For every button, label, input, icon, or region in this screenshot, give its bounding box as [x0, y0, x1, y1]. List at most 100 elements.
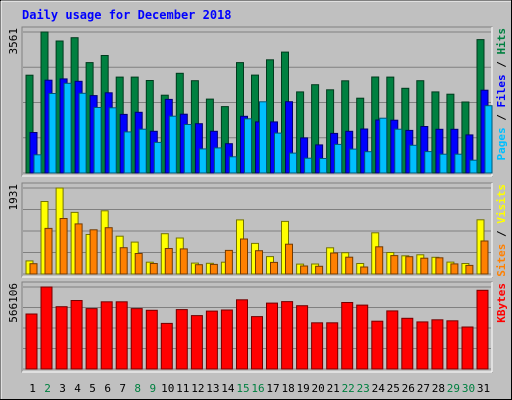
- bar-sites-day-30: [465, 264, 474, 275]
- bar-sites-day-23: [360, 266, 369, 275]
- legend-item-visits: Visits: [495, 184, 508, 224]
- bar-sites-day-19: [300, 265, 309, 275]
- bar-pages-day-26: [409, 144, 418, 174]
- legend-item-pages: Pages: [495, 127, 508, 160]
- day-label: 17: [266, 382, 279, 395]
- bar-sites-day-18: [285, 243, 293, 275]
- legend-item-sites: Sites: [495, 244, 508, 277]
- bar-sites-day-8: [134, 253, 143, 275]
- bar-kbytes-day-30: [461, 326, 474, 370]
- bar-sites-day-26: [405, 256, 414, 275]
- day-label: 2: [44, 382, 51, 395]
- bar-pages-day-15: [244, 118, 252, 174]
- bar-pages-day-30: [469, 159, 478, 174]
- bar-pages-day-7: [123, 131, 132, 174]
- bar-sites-day-11: [179, 248, 188, 275]
- legend-separator: /: [495, 224, 508, 244]
- day-label: 6: [104, 382, 111, 395]
- bar-sites-day-20: [315, 265, 324, 275]
- series-sites: [29, 218, 489, 275]
- bar-pages-day-17: [274, 132, 282, 174]
- bar-kbytes-day-19: [296, 305, 309, 370]
- bar-kbytes-day-11: [175, 309, 188, 370]
- bar-kbytes-day-27: [416, 321, 429, 370]
- day-label: 22: [342, 382, 355, 395]
- bar-kbytes-day-12: [190, 315, 203, 370]
- panel-hits: 3561 Pages / Files / Hits: [7, 26, 508, 177]
- legend-separator: /: [495, 108, 508, 128]
- bar-sites-day-24: [375, 246, 384, 275]
- bar-kbytes-day-5: [85, 308, 98, 370]
- day-label: 25: [387, 382, 400, 395]
- bar-kbytes-day-1: [25, 313, 38, 370]
- day-label: 21: [327, 382, 340, 395]
- right-legend: Pages / Files / Hits: [495, 28, 508, 161]
- right-legend: Sites / Visits: [495, 184, 508, 277]
- bar-sites-day-6: [104, 227, 113, 275]
- bar-kbytes-day-25: [386, 310, 399, 370]
- bar-sites-day-22: [345, 256, 354, 275]
- day-label: 24: [372, 382, 386, 395]
- bar-pages-day-9: [153, 141, 162, 174]
- day-label: 19: [296, 382, 309, 395]
- bar-pages-day-11: [183, 124, 192, 174]
- y-axis-max-label: 1931: [7, 184, 20, 211]
- day-label: 1: [29, 382, 36, 395]
- bar-kbytes-day-28: [431, 319, 444, 370]
- bar-kbytes-day-13: [205, 310, 218, 370]
- day-label: 13: [206, 382, 219, 395]
- bar-pages-day-2: [48, 93, 57, 174]
- day-label: 30: [462, 382, 475, 395]
- bar-sites-day-25: [390, 255, 399, 275]
- chart-title: Daily usage for December 2018: [22, 8, 232, 22]
- bar-sites-day-17: [270, 261, 278, 275]
- bar-kbytes-day-18: [281, 301, 294, 370]
- day-label: 18: [281, 382, 294, 395]
- bar-kbytes-day-26: [401, 317, 414, 370]
- panel-kbytes: 566106 KBytes: [7, 281, 508, 373]
- bar-sites-day-15: [240, 238, 248, 275]
- bar-pages-day-19: [304, 157, 313, 174]
- day-label: 12: [191, 382, 204, 395]
- bar-pages-day-18: [289, 152, 297, 174]
- bar-kbytes-day-7: [115, 301, 128, 370]
- bar-sites-day-21: [330, 252, 339, 275]
- bar-pages-day-5: [93, 107, 102, 174]
- bar-kbytes-day-8: [130, 308, 143, 370]
- bar-pages-day-25: [394, 128, 403, 174]
- day-label: 28: [432, 382, 445, 395]
- bar-pages-day-3: [63, 82, 72, 174]
- bar-sites-day-3: [59, 218, 68, 275]
- bar-sites-day-14: [224, 249, 233, 275]
- bar-sites-day-13: [209, 263, 218, 275]
- bar-pages-day-16: [259, 101, 267, 174]
- bar-sites-day-31: [480, 240, 489, 275]
- bar-pages-day-10: [168, 115, 177, 174]
- series-pages: [33, 82, 493, 174]
- bar-pages-day-22: [349, 148, 358, 174]
- day-label: 9: [149, 382, 156, 395]
- series-kbytes: [25, 286, 489, 370]
- bar-pages-day-4: [78, 92, 87, 174]
- bar-sites-day-12: [194, 264, 203, 275]
- bar-pages-day-21: [334, 143, 343, 174]
- bar-sites-day-5: [89, 229, 98, 275]
- day-label: 14: [221, 382, 235, 395]
- legend-item-hits: Hits: [495, 28, 508, 55]
- bar-kbytes-day-10: [160, 322, 173, 370]
- day-label: 3: [59, 382, 66, 395]
- bar-kbytes-day-6: [100, 301, 113, 370]
- bar-kbytes-day-23: [356, 304, 369, 370]
- bar-sites-day-16: [255, 250, 263, 275]
- panel-visits: 1931 Sites / Visits: [7, 182, 508, 278]
- right-legend: KBytes: [495, 283, 508, 323]
- day-label: 16: [251, 382, 264, 395]
- bar-pages-day-31: [484, 105, 493, 174]
- bar-kbytes-day-9: [145, 309, 158, 370]
- legend-separator: /: [495, 55, 508, 75]
- day-label: 26: [402, 382, 415, 395]
- bar-sites-day-29: [450, 263, 459, 275]
- bar-sites-day-4: [74, 223, 83, 275]
- bar-pages-day-27: [424, 151, 433, 174]
